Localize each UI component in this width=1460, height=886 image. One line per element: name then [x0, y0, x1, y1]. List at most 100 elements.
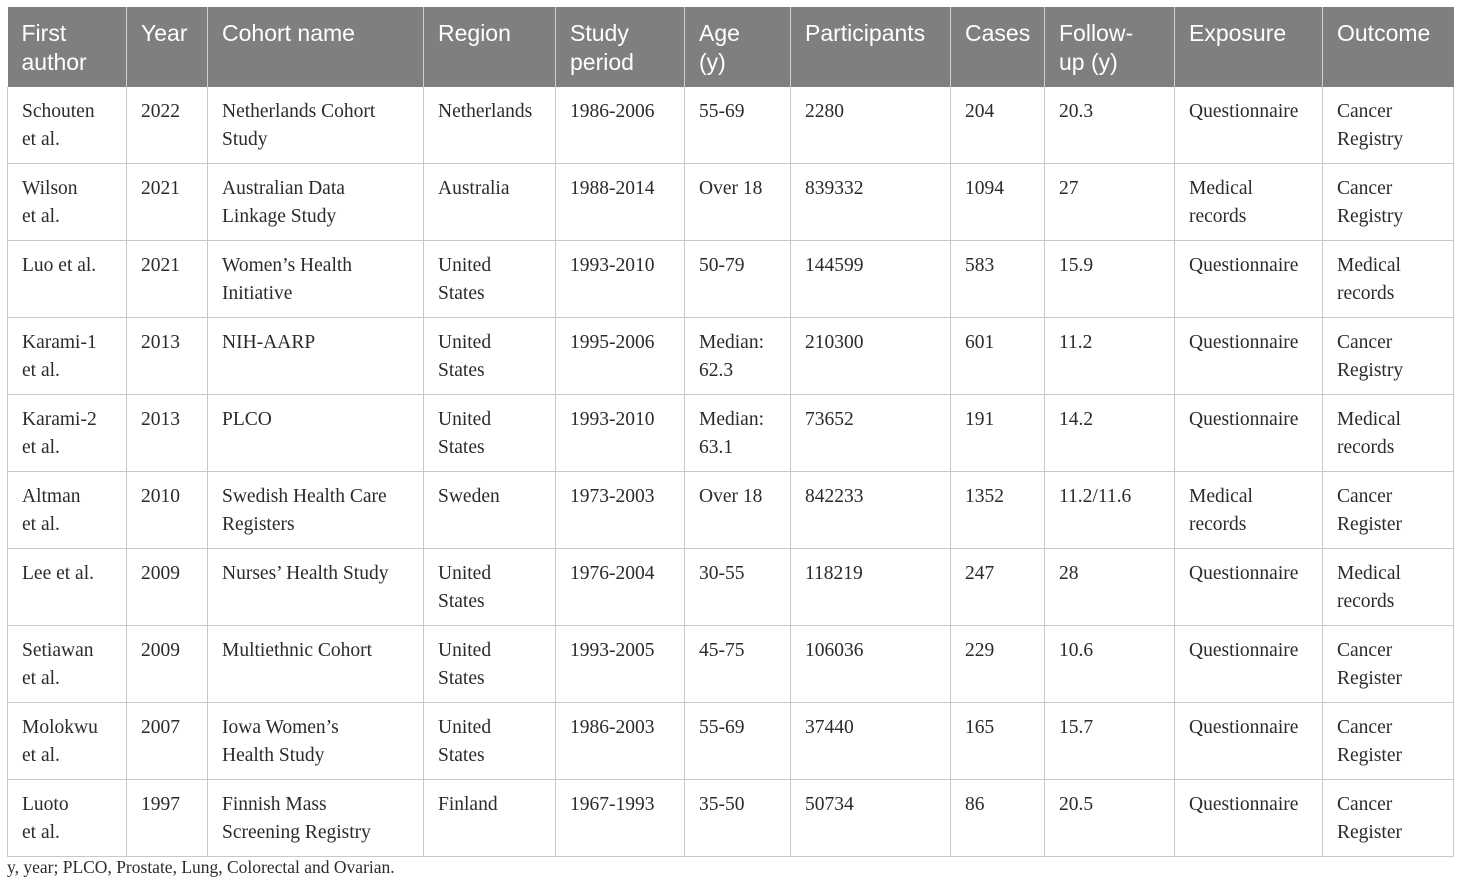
- cell-text: 144599: [805, 255, 864, 276]
- table-cell: 1094: [950, 163, 1045, 241]
- table-cell: 2021: [126, 163, 208, 241]
- cell-text: Screening Registry: [222, 822, 371, 843]
- column-header: Age (y): [684, 7, 791, 87]
- table-cell: 839332: [790, 163, 951, 241]
- table-cell: 86: [950, 779, 1045, 857]
- cell-text: Linkage Study: [222, 206, 337, 227]
- column-header-label: period: [570, 49, 634, 75]
- cell-text: Medical: [1337, 563, 1401, 584]
- column-header: Outcome: [1322, 7, 1454, 87]
- table-row: Lee et al. 2009 Nurses’ Health Study United…: [7, 548, 1454, 626]
- table-cell: 1988-2014: [555, 163, 685, 241]
- cell-text: 2009: [141, 563, 180, 584]
- cell-text: Women’s Health: [222, 255, 353, 276]
- table-cell: United States: [423, 625, 556, 703]
- table-cell: 2009: [126, 548, 208, 626]
- cell-text: Swedish Health Care: [222, 486, 387, 507]
- table-cell: 2007: [126, 702, 208, 780]
- cell-text: Register: [1337, 514, 1402, 535]
- cell-text: Median:: [699, 409, 764, 430]
- table-cell: 118219: [790, 548, 951, 626]
- cell-text: 204: [965, 101, 995, 122]
- table-cell: Karami-1 et al.: [7, 317, 127, 395]
- table-cell: Sweden: [423, 471, 556, 549]
- table-cell: United States: [423, 702, 556, 780]
- cell-text: 1993-2005: [570, 640, 655, 661]
- column-header-label: Follow-: [1059, 20, 1134, 46]
- cell-text: States: [438, 283, 485, 304]
- cell-text: States: [438, 668, 485, 689]
- table-cell: Questionnaire: [1174, 317, 1323, 395]
- table-cell: 1995-2006: [555, 317, 685, 395]
- cell-text: Wilson: [22, 178, 78, 199]
- cell-text: et al.: [22, 668, 60, 689]
- table-cell: 45-75: [684, 625, 791, 703]
- cell-text: 50-79: [699, 255, 745, 276]
- table-cell: 2013: [126, 394, 208, 472]
- cell-text: et al.: [22, 514, 60, 535]
- cell-text: United: [438, 563, 492, 584]
- table-cell: Cancer Registry: [1322, 87, 1454, 164]
- cell-text: Register: [1337, 745, 1402, 766]
- table-cell: Multiethnic Cohort: [207, 625, 424, 703]
- cell-text: Setiawan: [22, 640, 94, 661]
- cell-text: Netherlands Cohort: [222, 101, 376, 122]
- cell-text: Australian Data: [222, 178, 345, 199]
- cell-text: States: [438, 360, 485, 381]
- table-cell: 247: [950, 548, 1045, 626]
- cell-text: Questionnaire: [1189, 101, 1299, 122]
- cell-text: 28: [1059, 563, 1079, 584]
- cell-text: Questionnaire: [1189, 640, 1299, 661]
- cell-text: United: [438, 332, 492, 353]
- cell-text: States: [438, 437, 485, 458]
- cell-text: et al.: [22, 822, 60, 843]
- table-cell: Finland: [423, 779, 556, 857]
- cell-text: 1352: [965, 486, 1004, 507]
- cell-text: records: [1337, 283, 1395, 304]
- table-cell: Australia: [423, 163, 556, 241]
- cell-text: Netherlands: [438, 101, 533, 122]
- table-header-row: First author Year Cohort name Region Study per…: [7, 7, 1454, 87]
- table-cell: Questionnaire: [1174, 702, 1323, 780]
- table-cell: Questionnaire: [1174, 394, 1323, 472]
- cell-text: 10.6: [1059, 640, 1094, 661]
- table-cell: 2013: [126, 317, 208, 395]
- table-cell: Medical records: [1322, 394, 1454, 472]
- cell-text: 839332: [805, 178, 864, 199]
- table-row: Altman et al. 2010 Swedish Health Care Regis…: [7, 471, 1454, 549]
- cohort-studies-table: First author Year Cohort name Region Study per…: [7, 7, 1454, 857]
- table-cell: Questionnaire: [1174, 548, 1323, 626]
- cell-text: Initiative: [222, 283, 293, 304]
- table-row: Luo et al. 2021 Women’s Health Initiative Un…: [7, 240, 1454, 318]
- cell-text: 1976-2004: [570, 563, 655, 584]
- cell-text: Finnish Mass: [222, 794, 327, 815]
- cell-text: 73652: [805, 409, 854, 430]
- cell-text: 2009: [141, 640, 180, 661]
- cell-text: Questionnaire: [1189, 563, 1299, 584]
- table-cell: Schouten et al.: [7, 87, 127, 164]
- table-body: Schouten et al. 2022 Netherlands Cohort Stud…: [7, 87, 1454, 857]
- cell-text: 2022: [141, 101, 180, 122]
- cell-text: Luo et al.: [22, 255, 97, 276]
- cell-text: Over 18: [699, 178, 763, 199]
- cell-text: records: [1189, 206, 1247, 227]
- cell-text: Finland: [438, 794, 498, 815]
- column-header-label: Cohort name: [222, 20, 355, 46]
- cell-text: Lee et al.: [22, 563, 94, 584]
- table-cell: Karami-2 et al.: [7, 394, 127, 472]
- cell-text: 165: [965, 717, 995, 738]
- table-cell: 229: [950, 625, 1045, 703]
- table-cell: Australian Data Linkage Study: [207, 163, 424, 241]
- cell-text: Cancer: [1337, 486, 1393, 507]
- cell-text: Karami-1: [22, 332, 97, 353]
- cell-text: 1997: [141, 794, 180, 815]
- table-cell: Cancer Register: [1322, 702, 1454, 780]
- table-cell: Netherlands Cohort Study: [207, 87, 424, 164]
- cell-text: 2013: [141, 332, 180, 353]
- column-header-label: Age: [699, 20, 740, 46]
- cell-text: Register: [1337, 822, 1402, 843]
- column-header: Participants: [790, 7, 951, 87]
- column-header-label: author: [21, 49, 87, 75]
- cell-text: et al.: [22, 360, 60, 381]
- table-cell: Setiawan et al.: [7, 625, 127, 703]
